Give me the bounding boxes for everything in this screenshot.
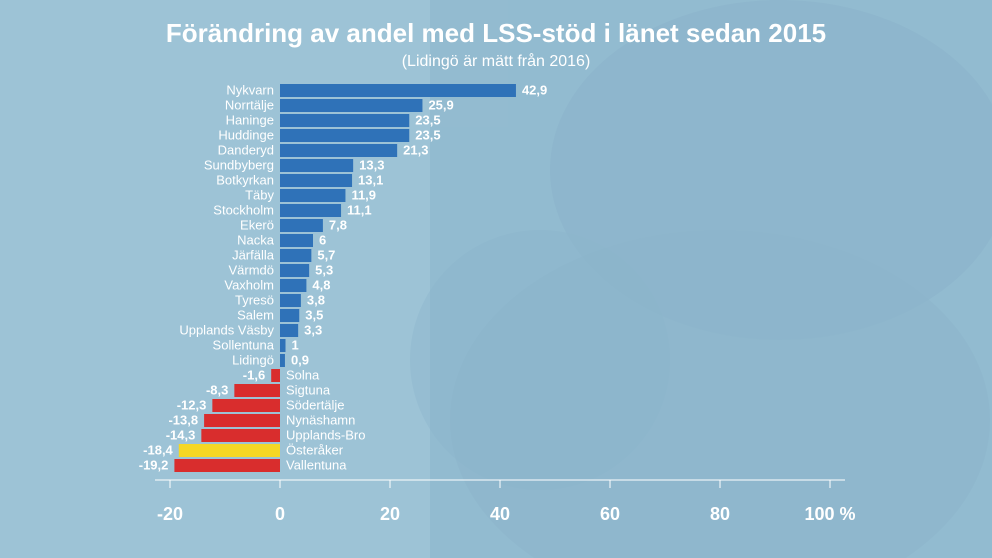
bar bbox=[280, 324, 298, 337]
bar-value: 5,3 bbox=[315, 262, 333, 277]
bar bbox=[271, 369, 280, 382]
bar-value: 13,3 bbox=[359, 157, 384, 172]
bar-value: 11,9 bbox=[351, 187, 376, 202]
bar-label: Stockholm bbox=[213, 202, 274, 217]
bar-value: 3,3 bbox=[304, 322, 322, 337]
bar bbox=[280, 264, 309, 277]
bar bbox=[280, 144, 397, 157]
chart-stage: Förändring av andel med LSS-stöd i länet… bbox=[0, 0, 992, 558]
bar-label: Sollentuna bbox=[213, 337, 275, 352]
bar-label: Österåker bbox=[286, 442, 344, 457]
bar bbox=[280, 114, 409, 127]
bar-value: 7,8 bbox=[329, 217, 347, 232]
chart-title: Förändring av andel med LSS-stöd i länet… bbox=[166, 18, 826, 48]
bar bbox=[280, 159, 353, 172]
bar-value: 4,8 bbox=[312, 277, 330, 292]
bar bbox=[280, 354, 285, 367]
bar bbox=[280, 294, 301, 307]
bar bbox=[280, 219, 323, 232]
bar bbox=[280, 309, 299, 322]
bar-label: Botkyrkan bbox=[216, 172, 274, 187]
bar bbox=[234, 384, 280, 397]
axis-tick-label: 40 bbox=[490, 504, 510, 524]
chart-svg: Förändring av andel med LSS-stöd i länet… bbox=[0, 0, 992, 558]
bar bbox=[280, 339, 286, 352]
bar-value: 23,5 bbox=[415, 127, 440, 142]
bar-value: 11,1 bbox=[347, 202, 372, 217]
bar-label: Salem bbox=[237, 307, 274, 322]
bar-label: Solna bbox=[286, 367, 320, 382]
bar bbox=[280, 249, 311, 262]
bar-label: Södertälje bbox=[286, 397, 345, 412]
axis-tick-label: 100 % bbox=[804, 504, 855, 524]
bar-label: Nacka bbox=[237, 232, 275, 247]
bar bbox=[212, 399, 280, 412]
bar-label: Ekerö bbox=[240, 217, 274, 232]
axis-tick-label: 20 bbox=[380, 504, 400, 524]
background-photo-placeholder bbox=[410, 0, 992, 558]
bar-label: Sundbyberg bbox=[204, 157, 274, 172]
bar-value: -14,3 bbox=[166, 427, 196, 442]
bar-value: 21,3 bbox=[403, 142, 428, 157]
bar-label: Järfälla bbox=[232, 247, 275, 262]
bar-label: Upplands-Bro bbox=[286, 427, 366, 442]
bar-value: -1,6 bbox=[243, 367, 265, 382]
bar bbox=[201, 429, 280, 442]
bar-value: 25,9 bbox=[428, 97, 453, 112]
bar-value: -19,2 bbox=[139, 457, 169, 472]
bar-value: 0,9 bbox=[291, 352, 309, 367]
bar-value: -12,3 bbox=[177, 397, 207, 412]
bar-label: Vaxholm bbox=[224, 277, 274, 292]
bar-label: Upplands Väsby bbox=[179, 322, 274, 337]
bar-value: 1 bbox=[292, 337, 299, 352]
axis-tick-label: 0 bbox=[275, 504, 285, 524]
bar-value: 23,5 bbox=[415, 112, 440, 127]
bar-label: Sigtuna bbox=[286, 382, 331, 397]
bar bbox=[280, 189, 345, 202]
bar-value: 3,8 bbox=[307, 292, 325, 307]
bar bbox=[280, 129, 409, 142]
bar-label: Nynäshamn bbox=[286, 412, 355, 427]
axis-tick-label: 80 bbox=[710, 504, 730, 524]
bar bbox=[280, 204, 341, 217]
bar-label: Vallentuna bbox=[286, 457, 347, 472]
bar bbox=[204, 414, 280, 427]
bar-label: Täby bbox=[245, 187, 274, 202]
bar-value: 13,1 bbox=[358, 172, 383, 187]
bar-value: 5,7 bbox=[317, 247, 335, 262]
bar bbox=[179, 444, 280, 457]
bar bbox=[280, 279, 306, 292]
bar-label: Värmdö bbox=[228, 262, 274, 277]
bar bbox=[280, 234, 313, 247]
bar-label: Lidingö bbox=[232, 352, 274, 367]
bar-label: Danderyd bbox=[218, 142, 274, 157]
bar-value: -13,8 bbox=[168, 412, 198, 427]
bar bbox=[280, 99, 422, 112]
bar-value: 42,9 bbox=[522, 82, 547, 97]
bar-value: -18,4 bbox=[143, 442, 173, 457]
bar-label: Norrtälje bbox=[225, 97, 274, 112]
axis-tick-label: 60 bbox=[600, 504, 620, 524]
bar bbox=[280, 84, 516, 97]
bar-label: Nykvarn bbox=[226, 82, 274, 97]
bar-label: Tyresö bbox=[235, 292, 274, 307]
bar bbox=[174, 459, 280, 472]
bar-value: -8,3 bbox=[206, 382, 228, 397]
bar-value: 3,5 bbox=[305, 307, 323, 322]
bar bbox=[280, 174, 352, 187]
chart-subtitle: (Lidingö är mätt från 2016) bbox=[402, 52, 591, 70]
bar-label: Huddinge bbox=[218, 127, 274, 142]
bar-label: Haninge bbox=[226, 112, 274, 127]
bar-value: 6 bbox=[319, 232, 326, 247]
axis-tick-label: -20 bbox=[157, 504, 183, 524]
